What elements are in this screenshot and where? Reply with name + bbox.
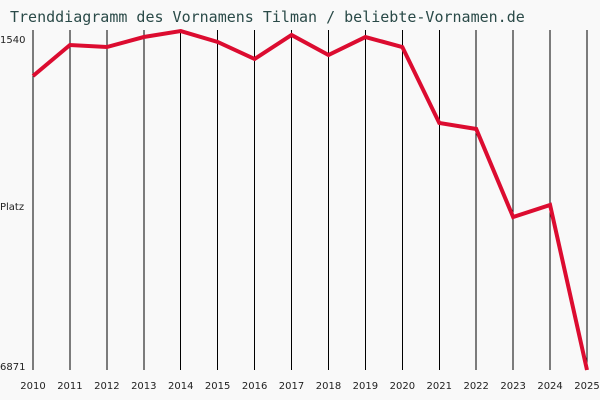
x-tick-label-2013: 2013 [131,381,157,392]
x-tick-label-2016: 2016 [241,381,268,392]
y-axis-bottom-label: 6871 [0,362,26,373]
x-tick-label-2012: 2012 [94,381,120,392]
y-axis-top-label: 1540 [0,35,26,46]
series-line-tilman [31,28,589,371]
x-tick-label-2017: 2017 [278,381,305,392]
chart-title: Trenddiagramm des Vornamens Tilman / bel… [10,8,525,26]
x-tick-label-2025: 2025 [574,381,600,392]
x-tick-label-2015: 2015 [204,381,231,392]
x-tick-label-2011: 2011 [57,381,83,392]
x-tick-label-2018: 2018 [315,381,342,392]
y-axis-middle-label: Platz [0,202,25,213]
x-tick-label-2020: 2020 [389,381,416,392]
x-tick-label-2022: 2022 [463,381,489,392]
x-tick-label-2019: 2019 [352,381,379,392]
x-tick-label-2010: 2010 [20,381,46,392]
x-tick-label-2014: 2014 [167,381,194,392]
x-tick-label-2024: 2024 [537,381,563,392]
x-tick-label-2023: 2023 [500,381,526,392]
x-tick-label-2021: 2021 [426,381,452,392]
